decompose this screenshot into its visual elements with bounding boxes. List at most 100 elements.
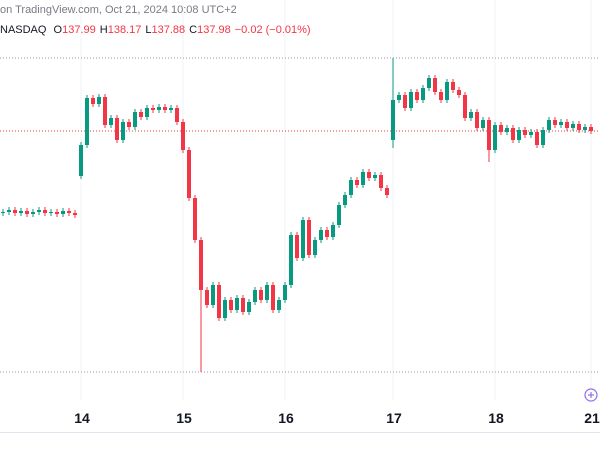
candle-body xyxy=(487,120,491,150)
source-text: on TradingView.com, Oct 21, 2024 10:08 U… xyxy=(0,4,237,16)
candle-body xyxy=(475,112,479,128)
candle-body xyxy=(109,118,113,125)
candle-body xyxy=(457,90,461,95)
candle-body xyxy=(205,290,209,305)
x-tick-label: 18 xyxy=(488,410,504,426)
candle-body xyxy=(361,172,365,185)
change-value: −0.02 (−0.01%) xyxy=(234,24,311,36)
ohlc-key: O xyxy=(53,24,63,36)
ohlc-value: 137.88 xyxy=(151,24,186,36)
exchange: NASDAQ xyxy=(0,24,47,36)
ohlc-value: 137.98 xyxy=(197,24,231,36)
candle-body xyxy=(463,95,467,118)
candle-body xyxy=(265,285,269,300)
x-tick-label: 16 xyxy=(278,410,294,426)
candle-body xyxy=(193,198,197,240)
x-tick-label: 15 xyxy=(176,410,192,426)
candle-body xyxy=(469,112,473,118)
candle-body xyxy=(325,230,329,237)
candle-body xyxy=(505,128,509,132)
candle-body xyxy=(391,100,395,140)
candle-body xyxy=(199,240,203,290)
candle-body xyxy=(301,220,305,258)
candle-body xyxy=(571,124,575,128)
candle-body xyxy=(403,95,407,108)
ohlc-value: 137.99 xyxy=(62,24,96,36)
candle-body xyxy=(313,240,317,255)
candle-body xyxy=(337,205,341,225)
candle-body xyxy=(151,108,155,110)
candle-body xyxy=(43,210,47,213)
x-tick-label: 14 xyxy=(74,410,90,426)
candle-body xyxy=(589,127,593,131)
candle-body xyxy=(529,132,533,135)
candle-body xyxy=(127,122,131,127)
candle-body xyxy=(115,118,119,140)
candle-body xyxy=(331,225,335,237)
candle-body xyxy=(547,120,551,130)
add-button[interactable] xyxy=(584,388,598,402)
candle-body xyxy=(433,78,437,92)
candle-body xyxy=(493,125,497,150)
candle-body xyxy=(163,107,167,110)
candle-body xyxy=(61,211,65,214)
candle-body xyxy=(319,230,323,240)
candle-body xyxy=(343,195,347,205)
candle-body xyxy=(349,180,353,195)
candle-body xyxy=(307,220,311,255)
ohlc-key: L xyxy=(145,24,152,36)
x-tick-label: 17 xyxy=(386,410,402,426)
candle-body xyxy=(241,298,245,312)
candle-body xyxy=(385,188,389,195)
candle-body xyxy=(541,130,545,145)
candle-body xyxy=(517,130,521,140)
candle-body xyxy=(175,108,179,122)
candle-body xyxy=(91,98,95,104)
candle-body xyxy=(31,212,35,214)
candle-body xyxy=(211,285,215,305)
candle-body xyxy=(19,211,23,213)
candle-body xyxy=(445,82,449,100)
candle-body xyxy=(379,175,383,188)
candle-body xyxy=(397,95,401,100)
candle-body xyxy=(67,211,71,213)
candle-body xyxy=(415,92,419,100)
candle-body xyxy=(559,122,563,125)
ohlc-key: C xyxy=(189,24,198,36)
candle-body xyxy=(247,302,251,312)
candle-body xyxy=(511,128,515,140)
candle-body xyxy=(181,122,185,150)
candle-body xyxy=(565,122,569,128)
candle-body xyxy=(253,290,257,302)
candle-body xyxy=(355,180,359,185)
ohlc-row: NASDAQ O137.99 H138.17 L137.88 C137.98 −0.02… xyxy=(0,20,311,40)
candle-body xyxy=(157,107,161,110)
candle-body xyxy=(271,285,275,310)
candle-body xyxy=(103,97,107,125)
candle-body xyxy=(1,212,5,213)
candle-body xyxy=(427,78,431,88)
candle-body xyxy=(235,298,239,310)
candle-body xyxy=(97,97,101,104)
candle-body xyxy=(259,290,263,300)
candle-body xyxy=(373,175,377,178)
candle-body xyxy=(49,212,53,213)
candle-body xyxy=(217,285,221,318)
candle-body xyxy=(169,108,173,110)
candle-body xyxy=(73,213,77,215)
candle-body xyxy=(283,285,287,300)
candle-body xyxy=(79,145,83,176)
candle-body xyxy=(85,98,89,145)
candle-body xyxy=(295,235,299,258)
candle-body xyxy=(535,132,539,145)
candle-body xyxy=(223,300,227,318)
candle-body xyxy=(13,210,17,213)
candle-body xyxy=(145,108,149,117)
candle-body xyxy=(367,172,371,178)
candle-body xyxy=(229,300,233,310)
candle-body xyxy=(481,120,485,128)
candle-body xyxy=(439,92,443,100)
candle-body xyxy=(121,122,125,140)
